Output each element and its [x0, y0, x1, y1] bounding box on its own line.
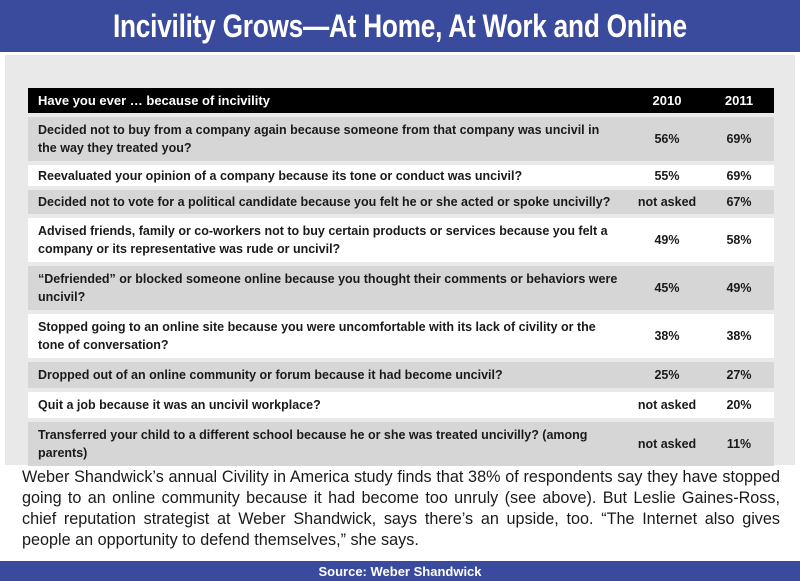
value-2010-cell: 49%: [630, 218, 704, 262]
value-2011-cell: 69%: [704, 165, 774, 186]
table-row: Dropped out of an online community or fo…: [28, 362, 774, 388]
question-cell: “Defriended” or blocked someone online b…: [28, 266, 630, 310]
table-row: Advised friends, family or co-workers no…: [28, 218, 774, 262]
question-cell: Reevaluated your opinion of a company be…: [28, 165, 630, 186]
table-row: Transferred your child to a different sc…: [28, 422, 774, 466]
article-paragraph: Weber Shandwick’s annual Civility in Ame…: [22, 468, 780, 549]
value-2011-cell: 38%: [704, 314, 774, 358]
value-2011-cell: 27%: [704, 362, 774, 388]
question-cell: Stopped going to an online site because …: [28, 314, 630, 358]
table-row: Stopped going to an online site because …: [28, 314, 774, 358]
table-row: Decided not to vote for a political cand…: [28, 190, 774, 214]
value-2011-cell: 69%: [704, 117, 774, 161]
value-2010-cell: not asked: [630, 422, 704, 466]
value-2010-cell: not asked: [630, 392, 704, 418]
source-footer: Source: Weber Shandwick: [0, 561, 800, 581]
table-row: “Defriended” or blocked someone online b…: [28, 266, 774, 310]
value-2010-cell: 45%: [630, 266, 704, 310]
value-2010-cell: 38%: [630, 314, 704, 358]
value-2010-cell: 25%: [630, 362, 704, 388]
question-cell: Advised friends, family or co-workers no…: [28, 218, 630, 262]
page-title: Incivility Grows—At Home, At Work and On…: [113, 7, 687, 44]
value-2011-cell: 20%: [704, 392, 774, 418]
question-cell: Quit a job because it was an uncivil wor…: [28, 392, 630, 418]
table-row: Decided not to buy from a company again …: [28, 117, 774, 161]
question-cell: Transferred your child to a different sc…: [28, 422, 630, 466]
table-row: Quit a job because it was an uncivil wor…: [28, 392, 774, 418]
question-cell: Decided not to vote for a political cand…: [28, 190, 630, 214]
question-cell: Decided not to buy from a company again …: [28, 117, 630, 161]
title-banner: Incivility Grows—At Home, At Work and On…: [0, 0, 800, 52]
table-row: Reevaluated your opinion of a company be…: [28, 165, 774, 186]
value-2010-cell: not asked: [630, 190, 704, 214]
value-2011-cell: 67%: [704, 190, 774, 214]
table-header-row: Have you ever … because of incivility 20…: [28, 88, 774, 113]
value-2011-cell: 58%: [704, 218, 774, 262]
value-2010-cell: 55%: [630, 165, 704, 186]
survey-table: Have you ever … because of incivility 20…: [28, 88, 774, 466]
value-2010-cell: 56%: [630, 117, 704, 161]
question-column-header: Have you ever … because of incivility: [28, 88, 630, 113]
value-2011-cell: 11%: [704, 422, 774, 466]
year-2010-column-header: 2010: [630, 88, 704, 113]
value-2011-cell: 49%: [704, 266, 774, 310]
year-2011-column-header: 2011: [704, 88, 774, 113]
question-cell: Dropped out of an online community or fo…: [28, 362, 630, 388]
